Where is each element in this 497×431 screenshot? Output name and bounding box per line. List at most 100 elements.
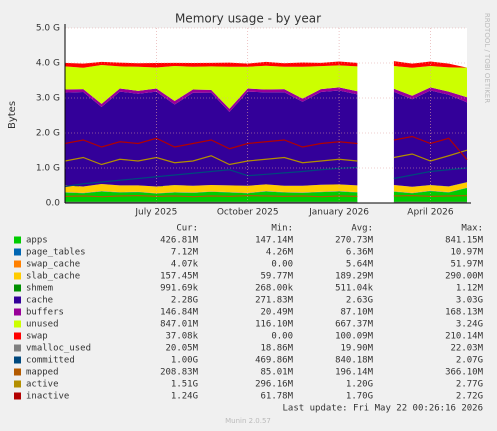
legend-stat: 196.14M bbox=[335, 368, 374, 378]
legend-stat: 2.07G bbox=[456, 356, 483, 366]
legend-label: unused bbox=[26, 320, 59, 330]
legend-label: committed bbox=[26, 356, 75, 366]
legend-label: shmem bbox=[26, 284, 53, 294]
area-series bbox=[65, 90, 467, 187]
legend-swatch bbox=[14, 380, 21, 388]
legend-stat: 19.90M bbox=[340, 344, 373, 354]
legend-stat: 268.00k bbox=[255, 284, 294, 294]
legend-stat: 5.64M bbox=[346, 260, 374, 270]
x-tick-label: January 2026 bbox=[308, 208, 369, 218]
watermark: RRDTOOL / TOBI OETIKER bbox=[483, 13, 491, 103]
legend-swatch bbox=[14, 284, 21, 292]
legend-stat: 366.10M bbox=[445, 368, 484, 378]
legend-swatch bbox=[14, 260, 21, 268]
legend-stat: 7.12M bbox=[171, 248, 199, 258]
y-axis-label: Bytes bbox=[7, 101, 18, 129]
legend-stat: 85.01M bbox=[260, 368, 293, 378]
legend-stat: 511.04k bbox=[335, 284, 374, 294]
last-update: Last update: Fri May 22 00:26:16 2026 bbox=[283, 404, 483, 414]
legend-label: cache bbox=[26, 296, 53, 306]
legend-stat: 426.81M bbox=[160, 236, 199, 246]
legend-swatch bbox=[14, 368, 21, 376]
legend-stat: 22.03M bbox=[450, 344, 483, 354]
legend-swatch bbox=[14, 272, 21, 280]
legend-stat: 991.69k bbox=[160, 284, 199, 294]
legend-stat: 847.01M bbox=[160, 320, 199, 330]
footer: Munin 2.0.57 bbox=[225, 417, 271, 425]
legend-stat: 290.00M bbox=[445, 272, 484, 282]
legend-stat: 20.05M bbox=[165, 344, 198, 354]
legend-stat: 168.13M bbox=[445, 308, 484, 318]
legend-label: buffers bbox=[26, 308, 64, 318]
legend-stat: 1.51G bbox=[171, 380, 198, 390]
area-series bbox=[65, 87, 467, 112]
y-tick-label: 3.0 G bbox=[36, 94, 60, 104]
x-tick-label: July 2025 bbox=[134, 208, 177, 218]
legend-stat: 840.18M bbox=[335, 356, 374, 366]
legend-stat: 4.07k bbox=[171, 260, 199, 270]
legend-swatch bbox=[14, 296, 21, 304]
y-tick-label: 5.0 G bbox=[36, 24, 60, 34]
legend-stat: 4.26M bbox=[266, 248, 294, 258]
legend-stat: 2.63G bbox=[346, 296, 373, 306]
legend-stat: 100.09M bbox=[335, 332, 374, 342]
legend-stat: 59.77M bbox=[260, 272, 293, 282]
legend-stat: 51.97M bbox=[450, 260, 483, 270]
y-tick-label: 0.0 bbox=[46, 199, 61, 209]
legend-stat: 189.29M bbox=[335, 272, 374, 282]
legend-swatch bbox=[14, 392, 21, 400]
legend-stat: 271.83M bbox=[255, 296, 294, 306]
legend-swatch bbox=[14, 320, 21, 328]
legend-header: Max: bbox=[461, 224, 483, 234]
legend-stat: 157.45M bbox=[160, 272, 199, 282]
legend-label: swap_cache bbox=[26, 260, 80, 270]
legend-label: swap bbox=[26, 332, 48, 342]
chart-title: Memory usage - by year bbox=[175, 12, 321, 26]
y-tick-label: 4.0 G bbox=[36, 59, 60, 69]
legend-stat: 2.72G bbox=[456, 392, 483, 402]
legend-swatch bbox=[14, 356, 21, 364]
legend-stat: 61.78M bbox=[260, 392, 293, 402]
legend-swatch bbox=[14, 332, 21, 340]
legend-header: Avg: bbox=[351, 224, 373, 234]
legend-stat: 3.24G bbox=[456, 320, 483, 330]
x-tick-label: April 2026 bbox=[407, 208, 454, 218]
legend-swatch bbox=[14, 248, 21, 256]
area-series bbox=[65, 65, 467, 109]
legend-stat: 10.97M bbox=[450, 248, 483, 258]
legend-swatch bbox=[14, 236, 21, 244]
legend-stat: 116.10M bbox=[255, 320, 294, 330]
area-series bbox=[65, 61, 467, 68]
legend-stat: 1.20G bbox=[346, 380, 373, 390]
legend-stat: 1.70G bbox=[346, 392, 373, 402]
line-series bbox=[64, 166, 468, 188]
legend-stat: 469.86M bbox=[255, 356, 294, 366]
legend-stat: 1.00G bbox=[171, 356, 198, 366]
legend-stat: 3.03G bbox=[456, 296, 483, 306]
legend-label: slab_cache bbox=[26, 272, 80, 282]
legend-label: active bbox=[26, 380, 59, 390]
y-tick-label: 1.0 G bbox=[36, 164, 60, 174]
legend-stat: 2.77G bbox=[456, 380, 483, 390]
y-tick-label: 2.0 G bbox=[36, 129, 60, 139]
legend-stat: 87.10M bbox=[340, 308, 373, 318]
legend-swatch bbox=[14, 344, 21, 352]
legend-stat: 18.86M bbox=[260, 344, 293, 354]
legend-stat: 37.08k bbox=[165, 332, 198, 342]
legend-label: page_tables bbox=[26, 248, 86, 258]
legend-stat: 2.28G bbox=[171, 296, 198, 306]
legend-label: inactive bbox=[26, 392, 69, 402]
legend-stat: 270.73M bbox=[335, 236, 374, 246]
legend-stat: 6.36M bbox=[346, 248, 374, 258]
legend-stat: 1.12M bbox=[456, 284, 484, 294]
legend-label: apps bbox=[26, 236, 48, 246]
legend-swatch bbox=[14, 308, 21, 316]
legend-stat: 20.49M bbox=[260, 308, 293, 318]
area-series bbox=[65, 182, 467, 194]
legend-stat: 667.37M bbox=[335, 320, 374, 330]
x-tick-label: October 2025 bbox=[217, 208, 279, 218]
legend-stat: 841.15M bbox=[445, 236, 484, 246]
legend-header: Min: bbox=[271, 224, 293, 234]
